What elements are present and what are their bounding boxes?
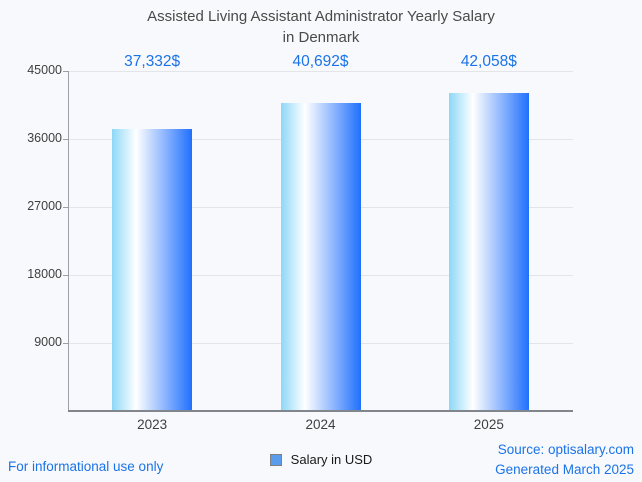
legend-square-icon	[269, 453, 282, 466]
bar-value-label: 37,332$	[124, 53, 181, 70]
chart-title: Assisted Living Assistant Administrator …	[0, 6, 642, 48]
bar-value-label: 42,058$	[460, 53, 517, 70]
x-axis-label: 2025	[473, 417, 504, 432]
bar-2024[interactable]	[280, 103, 361, 410]
y-axis-tick	[63, 342, 68, 344]
source-attribution: Source: optisalary.com Generated March 2…	[495, 440, 634, 480]
bar-2023[interactable]	[112, 128, 193, 410]
chart-title-line2: in Denmark	[282, 29, 360, 46]
x-axis-line	[68, 410, 573, 412]
y-axis-tick	[63, 138, 68, 140]
generated-date: Generated March 2025	[495, 462, 634, 477]
y-axis-tick-label: 18000	[27, 266, 62, 281]
y-axis-tick	[63, 206, 68, 208]
y-axis-line	[68, 70, 69, 411]
source-link[interactable]: Source: optisalary.com	[497, 442, 634, 457]
disclaimer-text: For informational use only	[8, 459, 164, 474]
y-axis-tick	[63, 70, 68, 72]
x-axis-label: 2024	[305, 417, 336, 432]
y-axis-tick-label: 45000	[27, 62, 62, 77]
y-axis-tick-label: 27000	[27, 198, 62, 213]
y-axis-tick-label: 36000	[27, 130, 62, 145]
gridline	[68, 70, 573, 72]
y-axis-tick	[63, 274, 68, 276]
y-axis-tick-label: 9000	[34, 334, 62, 349]
bar-value-label: 40,692$	[292, 53, 349, 70]
bar-2025[interactable]	[448, 92, 529, 410]
legend-label: Salary in USD	[290, 452, 373, 467]
chart-title-line1: Assisted Living Assistant Administrator …	[147, 8, 495, 25]
chart-legend: Salary in USD	[0, 452, 642, 467]
x-axis-label: 2023	[137, 417, 168, 432]
